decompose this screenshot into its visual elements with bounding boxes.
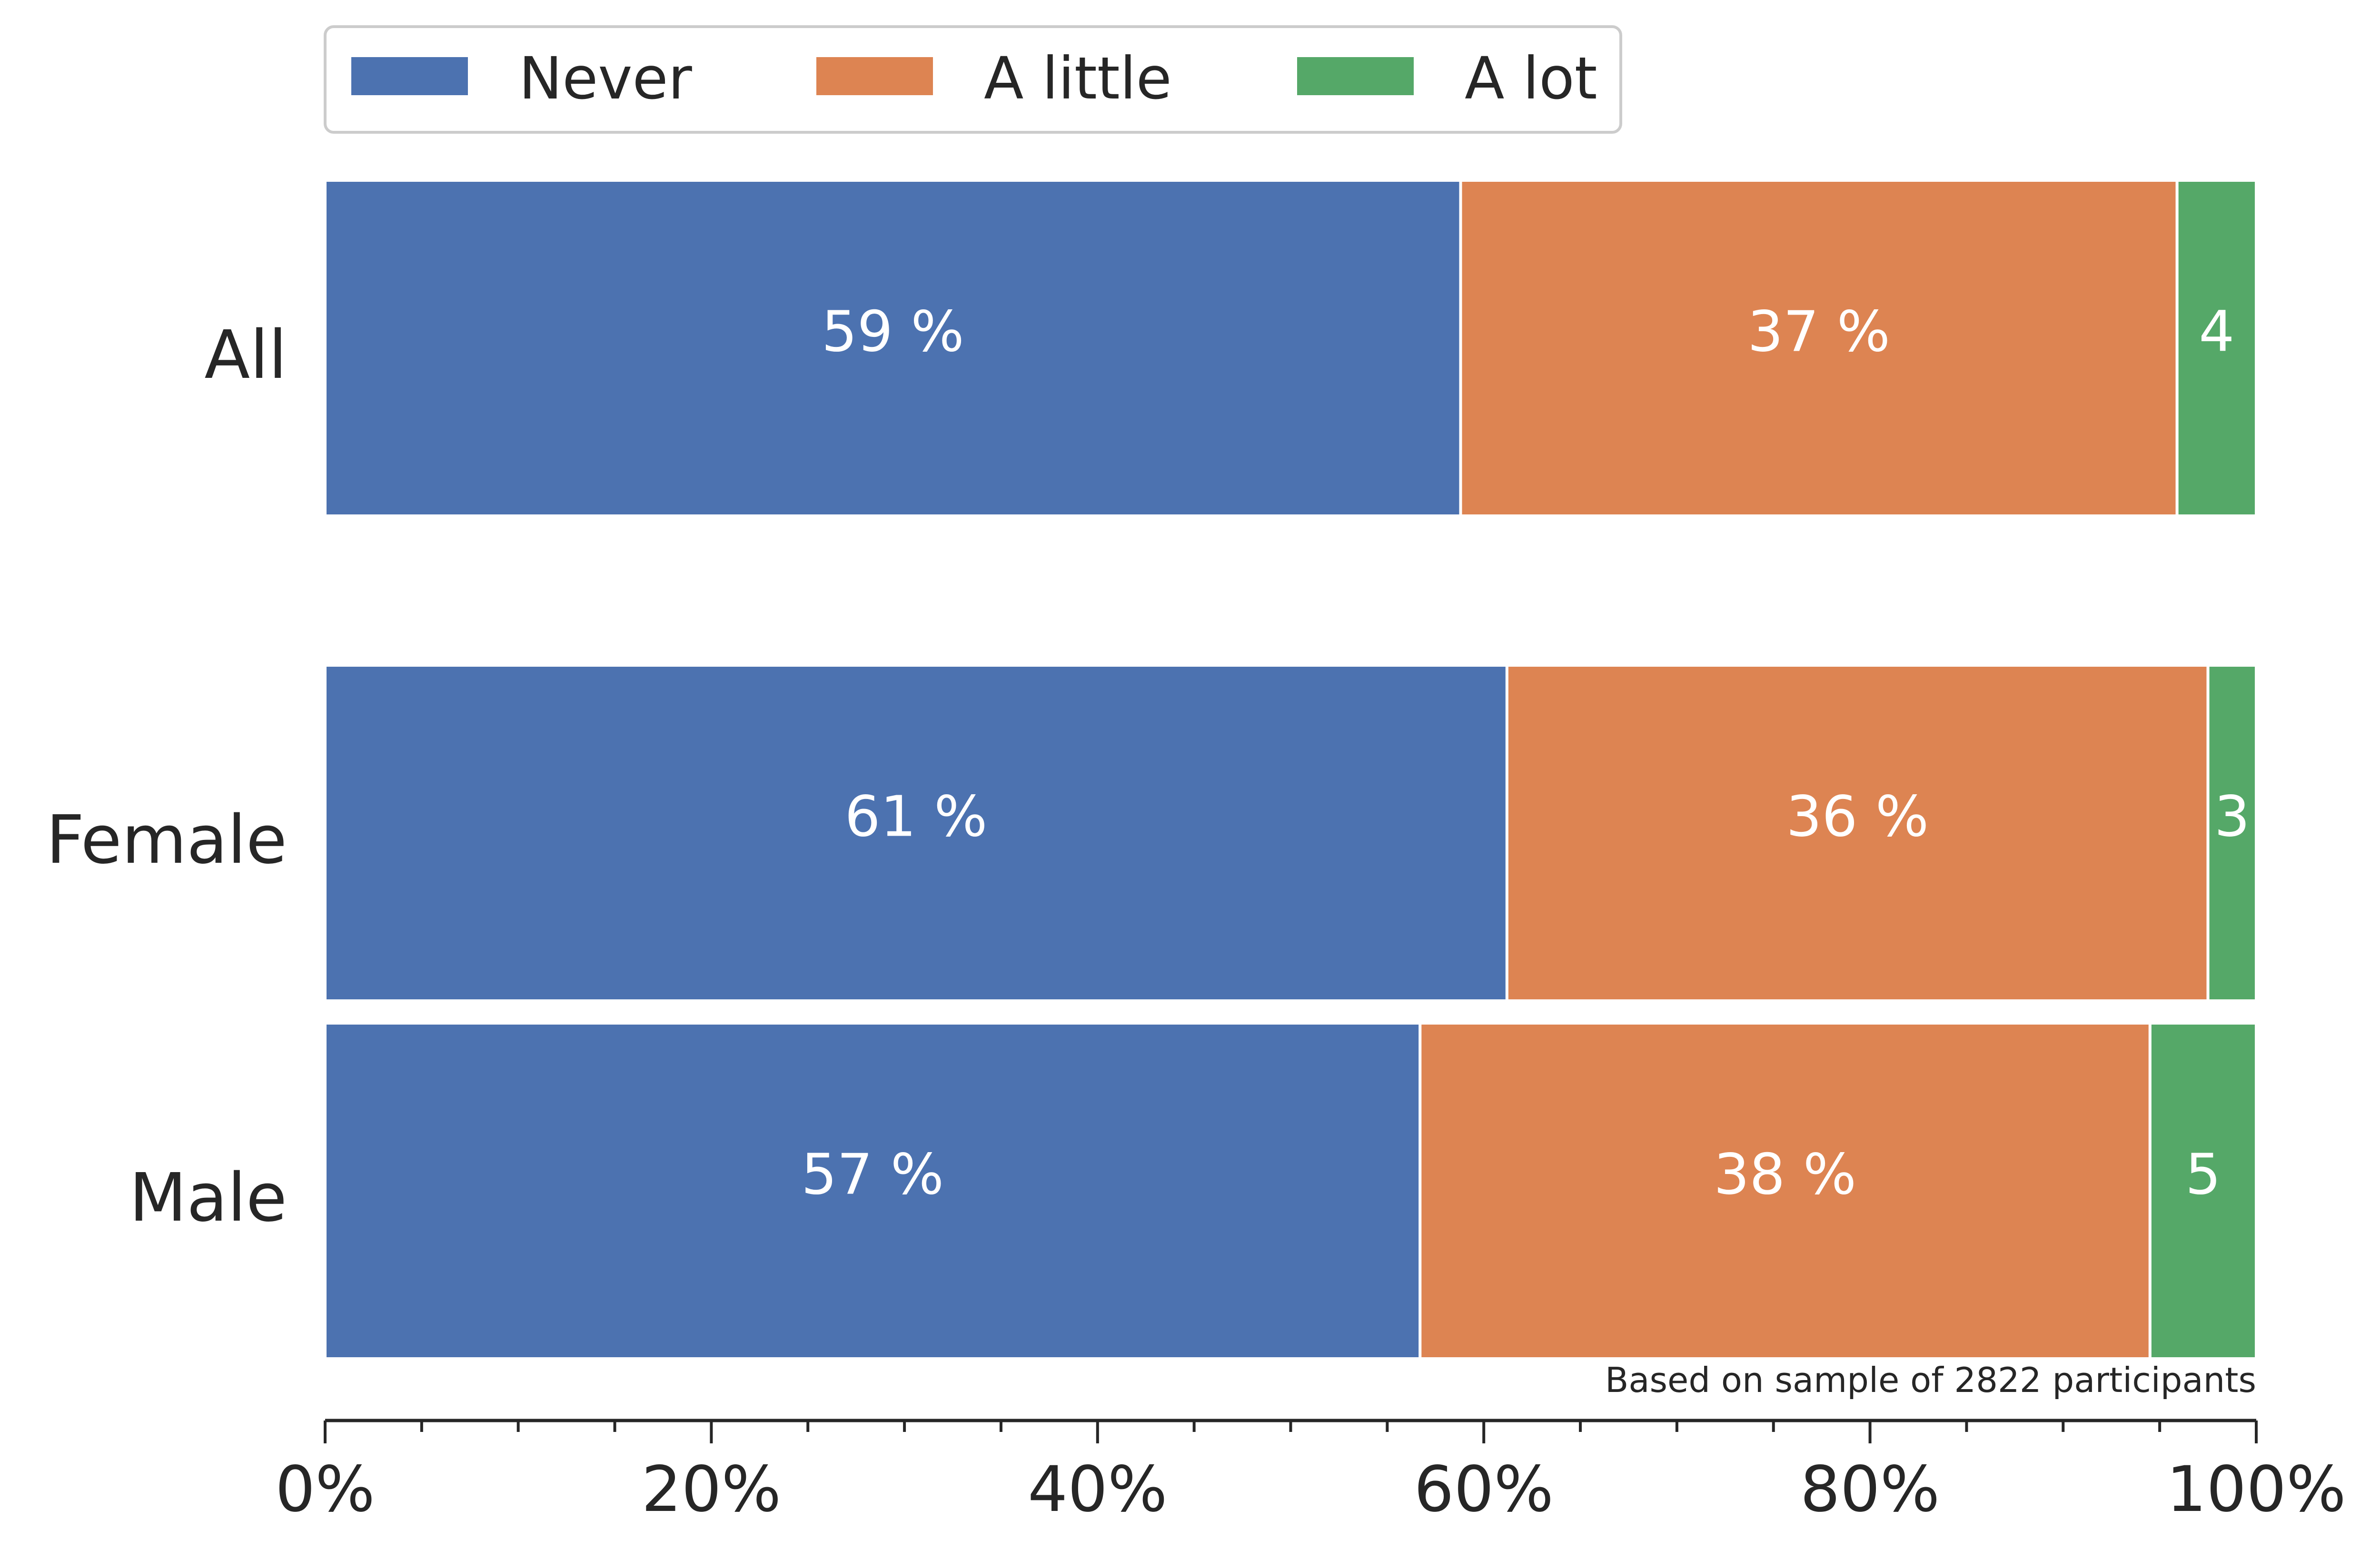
legend-swatch-a-little <box>816 57 933 95</box>
data-label-all-never: 59 % <box>822 299 964 365</box>
category-label-female: Female <box>46 801 287 879</box>
bar-male-a-lot <box>2148 1022 2258 1360</box>
data-label-female-never: 61 % <box>845 784 988 849</box>
legend-swatch-a-lot <box>1297 57 1414 95</box>
data-label-male-a-little: 38 % <box>1714 1142 1856 1207</box>
x-tick-label-0: 0% <box>275 1453 375 1526</box>
legend-swatch-never <box>351 57 468 95</box>
category-labels: All Female Male <box>46 316 287 1237</box>
data-label-all-a-little: 37 % <box>1747 299 1890 365</box>
bar-female-a-lot <box>2206 664 2258 1002</box>
data-label-all-a-lot: 4 <box>2199 299 2234 365</box>
category-label-all: All <box>204 316 287 394</box>
bar-female-never <box>324 664 1508 1002</box>
legend-label-a-lot: A lot <box>1465 45 1597 112</box>
x-tick-label-100: 100% <box>2166 1453 2346 1526</box>
x-tick-label-60: 60% <box>1414 1453 1554 1526</box>
bar-male-never <box>324 1022 1422 1360</box>
bar-labels-layer: 59 % 37 % 4 61 % 36 % 3 57 % 38 % 5 <box>801 299 2250 1207</box>
bar-all-a-little <box>1459 179 2179 517</box>
x-axis: 0% 20% 40% 60% 80% 100% <box>275 1419 2346 1526</box>
bar-female-a-little <box>1505 664 2210 1002</box>
bar-male-a-little <box>1418 1022 2152 1360</box>
x-tick-label-40: 40% <box>1028 1453 1167 1526</box>
x-tick-label-20: 20% <box>642 1453 781 1526</box>
sample-annotation: Based on sample of 2822 participants <box>1605 1360 2256 1400</box>
x-axis-ticks: 0% 20% 40% 60% 80% 100% <box>275 1421 2346 1526</box>
bar-all-a-lot <box>2175 179 2258 517</box>
legend-label-a-little: A little <box>984 45 1172 112</box>
category-label-male: Male <box>129 1159 287 1237</box>
legend-label-never: Never <box>519 45 693 112</box>
x-tick-label-80: 80% <box>1800 1453 1940 1526</box>
data-label-male-a-lot: 5 <box>2185 1142 2221 1207</box>
legend-box <box>324 25 1622 134</box>
bars-layer <box>324 179 2258 1360</box>
data-label-female-a-little: 36 % <box>1786 784 1929 849</box>
legend: Never A little A lot <box>324 25 1622 134</box>
bar-all-never <box>324 179 1462 517</box>
data-label-female-a-lot: 3 <box>2214 784 2250 849</box>
data-label-male-never: 57 % <box>801 1142 944 1207</box>
